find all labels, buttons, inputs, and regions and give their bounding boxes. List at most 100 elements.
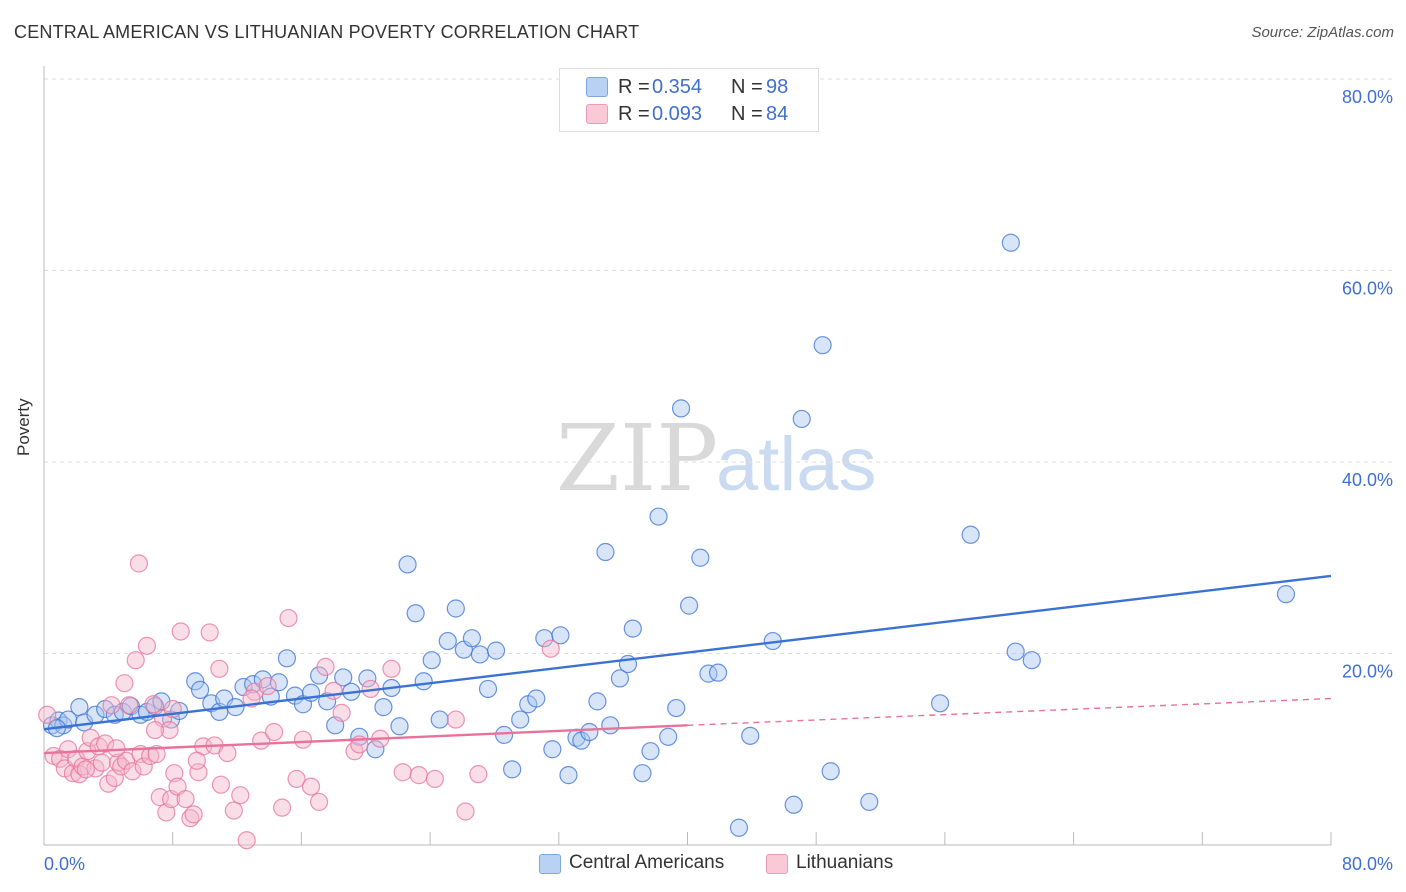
data-point — [301, 777, 321, 796]
data-point — [272, 798, 292, 817]
data-point — [438, 631, 457, 651]
data-point — [390, 717, 409, 736]
chart-title: CENTRAL AMERICAN VS LITHUANIAN POVERTY C… — [14, 22, 640, 42]
data-point — [671, 399, 691, 418]
legend-r-label: R = — [618, 103, 650, 125]
y-tick-label: 40.0% — [1342, 470, 1393, 490]
data-point — [398, 555, 417, 574]
data-point — [189, 763, 208, 782]
data-point — [293, 730, 313, 749]
data-point — [580, 722, 599, 742]
watermark-atlas: atlas — [716, 422, 877, 507]
data-point — [279, 608, 298, 628]
data-point — [129, 554, 149, 573]
data-point — [190, 680, 210, 699]
data-point — [269, 673, 288, 692]
data-point — [425, 769, 445, 789]
data-point — [200, 623, 219, 642]
data-point — [699, 664, 718, 683]
data-point — [659, 727, 678, 746]
data-point — [446, 599, 465, 618]
legend-r-value: 0.354 — [652, 76, 703, 98]
trend-line — [43, 724, 688, 755]
data-point — [171, 622, 190, 641]
data-point — [527, 689, 546, 708]
data-point — [729, 818, 749, 837]
data-point — [150, 788, 169, 807]
data-point — [277, 649, 297, 668]
data-point — [332, 703, 351, 722]
data-point — [1006, 642, 1025, 661]
data-point — [147, 744, 166, 764]
x-tick-label: 0.0% — [44, 854, 85, 874]
data-point — [393, 763, 412, 782]
data-point — [462, 629, 482, 648]
data-point — [237, 831, 256, 850]
data-point — [741, 726, 760, 745]
data-point — [551, 626, 570, 645]
data-point — [708, 663, 728, 682]
data-point — [456, 802, 475, 821]
legend-label: Central Americans — [569, 852, 725, 873]
data-point — [70, 698, 89, 717]
data-point — [446, 710, 465, 729]
source-note: Source: ZipAtlas.com — [1251, 24, 1394, 41]
data-point — [258, 676, 277, 696]
data-point — [244, 675, 263, 694]
data-point — [559, 766, 578, 785]
data-point — [145, 720, 165, 740]
series-legend: Central Americans Lithuanians — [0, 852, 1406, 878]
data-point — [96, 734, 115, 753]
data-point — [495, 725, 514, 744]
data-point — [112, 757, 131, 776]
data-point — [92, 753, 112, 772]
data-point — [157, 803, 176, 822]
data-point — [649, 507, 668, 526]
data-point — [633, 764, 652, 783]
data-point — [610, 669, 630, 688]
legend-n-value: 84 — [766, 103, 789, 125]
data-point — [210, 659, 229, 678]
data-point — [1276, 585, 1296, 604]
data-point — [107, 739, 126, 758]
series-lithuanians — [38, 554, 560, 850]
legend-swatch-pink — [766, 854, 788, 874]
data-point — [792, 409, 811, 429]
data-point — [601, 716, 620, 735]
data-point — [358, 669, 377, 688]
data-point — [382, 659, 401, 678]
data-point — [543, 740, 562, 759]
legend-n-label: N = — [731, 103, 763, 125]
data-point — [224, 801, 243, 820]
legend-label: Lithuanians — [796, 852, 894, 873]
data-point — [187, 751, 206, 770]
trend-line-extension — [687, 697, 1332, 727]
data-point — [350, 727, 369, 746]
data-point — [511, 710, 530, 729]
data-point — [422, 651, 441, 670]
data-point — [961, 525, 980, 544]
data-point — [176, 789, 195, 809]
data-point — [588, 692, 607, 711]
data-point — [470, 645, 490, 664]
data-point — [691, 548, 710, 567]
data-point — [860, 792, 879, 812]
data-point — [486, 641, 506, 660]
data-point — [541, 639, 560, 658]
data-point — [126, 651, 145, 670]
data-point — [134, 757, 153, 776]
data-point — [120, 696, 139, 715]
data-point — [38, 705, 57, 724]
data-point — [137, 636, 157, 655]
data-point — [144, 695, 163, 714]
data-point — [211, 775, 231, 794]
data-point — [821, 762, 840, 781]
legend-swatch-pink — [586, 104, 608, 124]
data-point — [784, 795, 803, 814]
data-point — [184, 805, 203, 824]
data-point — [334, 668, 353, 687]
legend-n-label: N = — [731, 76, 763, 98]
legend-swatch-blue — [539, 854, 561, 874]
x-tick-label: 80.0% — [1342, 854, 1393, 874]
